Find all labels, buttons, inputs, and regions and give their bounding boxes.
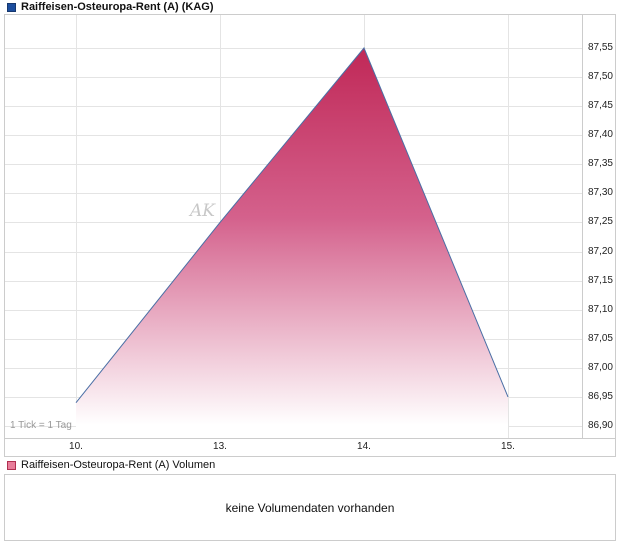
x-axis-tick-label: 13. xyxy=(213,441,227,452)
y-axis-tick-label: 87,55 xyxy=(587,42,613,53)
volume-panel: keine Volumendaten vorhanden xyxy=(4,474,616,541)
volume-empty-message: keine Volumendaten vorhanden xyxy=(225,500,395,515)
price-series-color-icon xyxy=(7,2,16,12)
volume-series-color-icon xyxy=(7,460,16,470)
y-axis-tick-label: 87,35 xyxy=(587,158,613,170)
price-chart-panel: AK 1 Tick = 1 Tag 87,55 87,50 87,45 87,40 87… xyxy=(4,14,616,457)
price-plot-area: AK 1 Tick = 1 Tag xyxy=(5,15,582,438)
x-axis-tick-label: 15. xyxy=(501,441,515,452)
volume-legend-label: Raiffeisen-Osteuropa-Rent (A) Volumen xyxy=(21,459,216,471)
y-axis-tick-label: 86,95 xyxy=(587,390,613,402)
volume-legend: Raiffeisen-Osteuropa-Rent (A) Volumen xyxy=(7,459,215,471)
y-axis-tick-label: 87,40 xyxy=(587,129,613,141)
y-axis-tick-label: 87,25 xyxy=(587,216,613,228)
y-axis-tick-label: 87,00 xyxy=(587,361,613,373)
y-axis-tick-label: 87,30 xyxy=(587,187,613,199)
price-area-chart xyxy=(5,15,582,438)
y-axis-tick-label: 86,90 xyxy=(587,420,613,431)
x-axis-tick-label: 10. xyxy=(69,441,83,452)
x-axis-line xyxy=(5,438,615,439)
y-axis-tick-label: 87,05 xyxy=(587,332,613,344)
y-axis-tick-label: 87,10 xyxy=(587,303,613,315)
y-axis-line xyxy=(582,15,583,438)
watermark-text: AK xyxy=(190,201,215,221)
y-axis-tick-label: 87,20 xyxy=(587,245,613,257)
y-axis-labels: 87,55 87,50 87,45 87,40 87,35 87,30 87,25 87,20… xyxy=(583,15,615,438)
y-axis-tick-label: 87,45 xyxy=(587,100,613,112)
tick-scale-footnote: 1 Tick = 1 Tag xyxy=(10,420,72,431)
y-axis-tick-label: 87,15 xyxy=(587,274,613,286)
price-legend: Raiffeisen-Osteuropa-Rent (A) (KAG) xyxy=(7,1,214,13)
y-axis-tick-label: 87,50 xyxy=(587,71,613,83)
x-axis-tick-label: 14. xyxy=(357,441,371,452)
x-axis-labels: 10. 13. 14. 15. xyxy=(5,439,582,456)
price-legend-label: Raiffeisen-Osteuropa-Rent (A) (KAG) xyxy=(21,1,214,13)
